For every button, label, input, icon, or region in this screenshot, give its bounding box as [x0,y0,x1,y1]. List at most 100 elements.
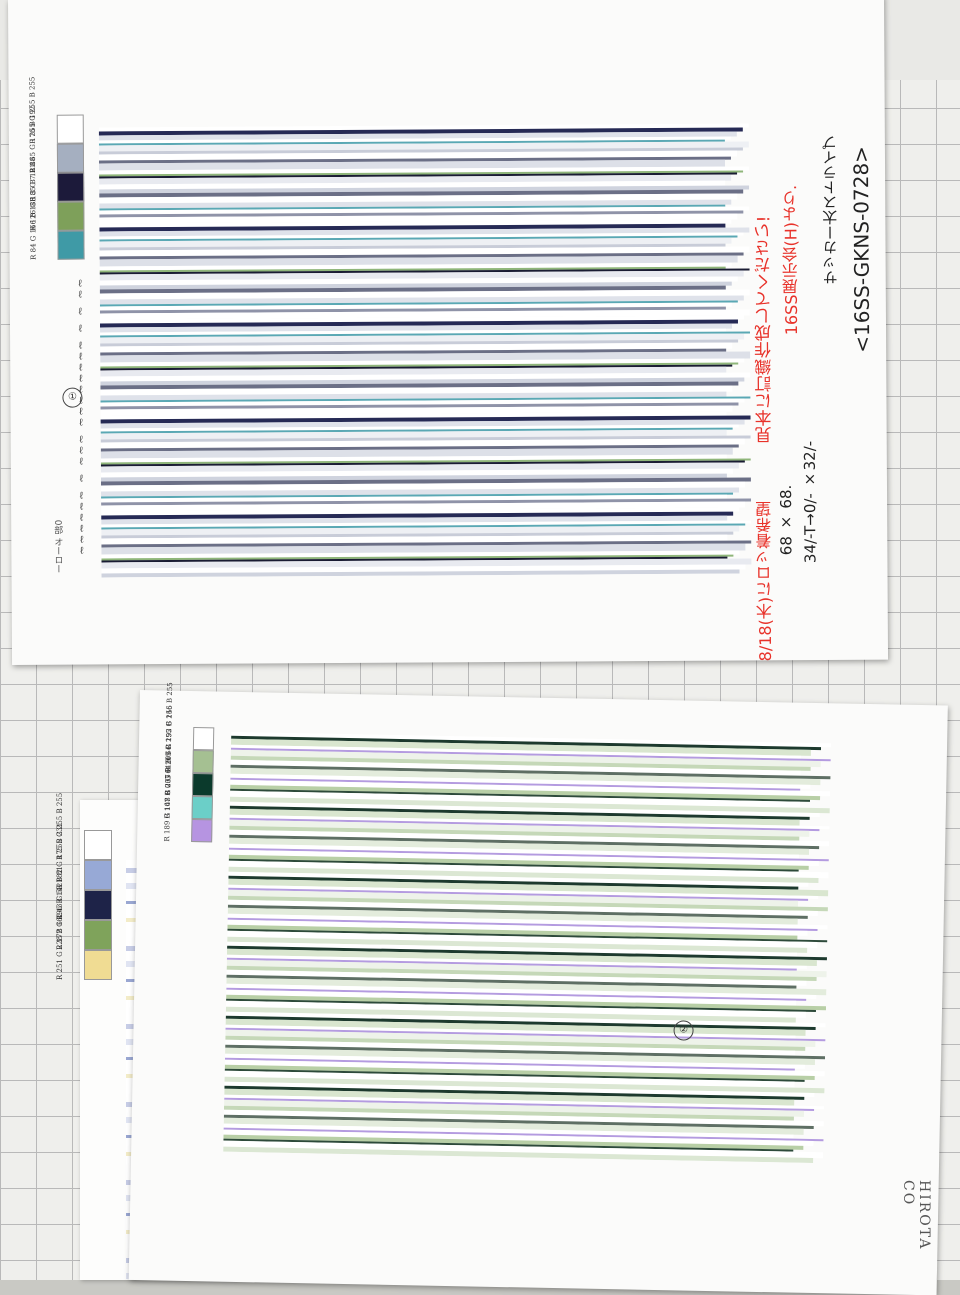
top-stripe-51 [100,333,745,344]
top-stripe-32 [99,255,738,267]
top-swatch-rgb-4: R 84 G 166 B 188 [29,197,38,260]
top-stripe-19 [99,204,726,211]
top-stripe-75 [100,435,751,443]
top-stripe-48 [100,323,733,333]
bottom-stripe-70 [225,1018,806,1036]
bottom-stripe-0 [231,731,832,748]
bottom-stripe-19 [229,808,800,826]
bottom-stripe-58 [226,969,807,986]
bottom-stripe-31 [228,858,799,872]
top-design-sheet: R 255 G 255 B 255 R 165 G 176 B 192 R 3 G … [8,0,889,665]
top-stripe-79 [100,454,727,463]
bottom-stripe-4 [230,747,831,762]
bottom-swatch-rgb-4: R 189 G 148 B 235 [163,774,173,842]
bottom-stripe-79 [224,1057,795,1071]
bottom-stripe-53 [226,948,817,967]
bottom-stripe-78 [224,1053,805,1069]
top-stripe-103 [101,554,734,561]
top-stripe-62 [100,381,739,390]
bottom-stripe-21 [229,817,820,832]
bottom-stripe-8 [230,764,831,780]
bottom-swatch-4 [191,819,213,843]
bottom-stripe-88 [224,1094,825,1110]
bottom-stripe-59 [226,974,797,989]
bottom-stripe-60 [226,977,827,996]
bottom-stripe-83 [224,1070,795,1088]
top-stripe-38 [99,281,732,290]
bottom-stripe-61 [226,983,817,1000]
bottom-stripe-pattern [223,731,832,1164]
bottom-stripe-27 [228,843,799,859]
small-swatch-3 [84,920,112,950]
bottom-stripe-22 [229,819,810,837]
bottom-stripe-85 [224,1081,815,1098]
top-stripe-21 [99,210,744,218]
top-stripe-4 [98,139,725,146]
top-stripe-50 [100,331,751,338]
top-stripe-13 [99,174,732,185]
top-stripe-61 [100,377,745,386]
small-swatch-0 [84,830,112,860]
top-stripe-pattern [98,123,752,578]
bottom-stripe-101 [223,1146,814,1164]
top-stripe-20 [99,206,750,215]
bottom-stripe-76 [225,1044,826,1060]
bottom-stripe-75 [225,1039,796,1056]
top-stripe-1 [98,127,743,136]
top-stripe-33 [99,262,732,271]
top-stripe-64 [100,391,727,401]
top-stripe-3 [98,136,731,144]
bottom-stripe-12 [230,779,831,797]
handwritten-subtitle: サッカー太ストライプ [820,134,840,286]
top-stripe-76 [100,438,745,449]
top-stripe-39 [99,285,726,294]
bottom-stripe-80 [224,1059,825,1077]
bottom-stripe-47 [227,924,798,940]
top-stripe-49 [100,328,727,336]
top-stripe-36 [99,270,744,281]
small-handwritten-note: 0部 オーロー [52,519,63,574]
bottom-stripe-44 [227,913,828,930]
circle-mark-1: ① [62,387,83,408]
top-stripe-101 [101,543,746,555]
bottom-stripe-35 [228,875,799,890]
top-stripe-42 [99,300,738,307]
brand-label: HIROTA CO [900,1180,932,1251]
top-stripe-41 [99,295,744,305]
top-stripe-28 [99,237,732,248]
top-stripe-40 [99,289,750,300]
bottom-stripe-36 [228,878,829,897]
top-stripe-9 [99,159,726,171]
bottom-stripe-71 [225,1024,796,1039]
bottom-stripe-14 [230,788,811,802]
bottom-stripe-1 [231,735,822,751]
bottom-stripe-52 [227,945,827,961]
handwritten-spec-1: 34/-T→0/- ×32/- [800,440,820,564]
top-swatch-0 [56,114,84,144]
bottom-stripe-40 [227,895,828,912]
top-stripe-0 [98,123,749,132]
bottom-stripe-7 [230,759,801,776]
bottom-stripe-5 [230,749,821,768]
small-swatch-2 [84,890,112,920]
bottom-stripe-96 [223,1127,824,1142]
top-stripe-89 [101,494,728,503]
top-stripe-10 [99,166,750,175]
bottom-stripe-18 [229,805,810,820]
top-stripe-7 [98,150,737,161]
top-swatch-3 [57,201,85,231]
bottom-stripe-16 [229,796,830,814]
handwritten-title: <16SS-GKNS-0728> [848,146,875,353]
top-stripe-37 [99,276,738,286]
top-swatch-1 [56,143,85,173]
top-stripe-8 [98,156,731,164]
top-stripe-44 [99,306,726,314]
top-stripe-90 [101,498,752,506]
bottom-stripe-30 [228,854,809,870]
bottom-stripe-94 [223,1117,804,1135]
top-swatch-2 [57,172,85,202]
top-stripe-60 [100,372,751,382]
top-stripe-47 [99,319,738,328]
bottom-stripe-15 [229,790,800,808]
bottom-stripe-82 [224,1068,805,1082]
